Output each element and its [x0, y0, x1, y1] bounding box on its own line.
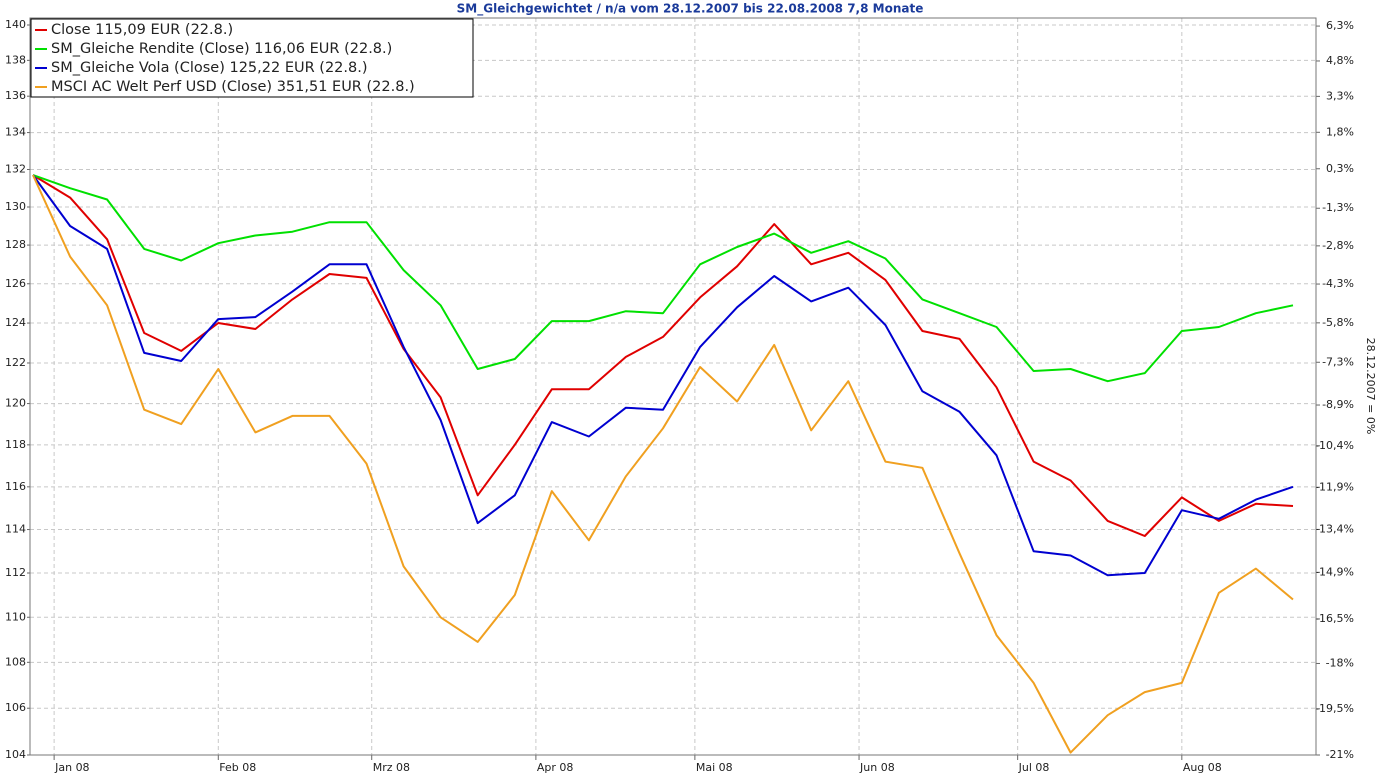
- chart-title: SM_Gleichgewichtet / n/a vom 28.12.2007 …: [457, 2, 924, 17]
- y2-tick-label: 6,3%: [1326, 19, 1354, 32]
- y2-tick-label: -8,9%: [1322, 398, 1354, 411]
- x-tick-label: Feb 08: [219, 761, 256, 774]
- plot-frame: [29, 17, 1317, 756]
- x-tick-label: Aug 08: [1183, 761, 1222, 774]
- y2-tick-label: 4,8%: [1326, 54, 1354, 67]
- y-tick-label: 128: [5, 238, 26, 251]
- x-tick-label: Mai 08: [696, 761, 733, 774]
- y2-tick-label: -5,8%: [1322, 316, 1354, 329]
- y-tick-label: 122: [5, 356, 26, 369]
- legend-label: SM_Gleiche Vola (Close) 125,22 EUR (22.8…: [51, 60, 368, 76]
- x-tick-label: Apr 08: [537, 761, 574, 774]
- y2-tick-label: -4,3%: [1322, 277, 1354, 290]
- y2-tick-label: 1,8%: [1326, 125, 1354, 138]
- y-tick-label: 108: [5, 655, 26, 668]
- y2-tick-label: -21%: [1326, 748, 1354, 761]
- y-tick-label: 138: [5, 53, 26, 66]
- y-tick-label: 126: [5, 277, 26, 290]
- y2-tick-label: -16,5%: [1315, 612, 1354, 625]
- y2-tick-label: -1,3%: [1322, 201, 1354, 214]
- y-tick-label: 134: [5, 126, 26, 139]
- legend-label: SM_Gleiche Rendite (Close) 116,06 EUR (2…: [51, 41, 392, 57]
- y-tick-label: 106: [5, 701, 26, 714]
- y-tick-label: 120: [5, 397, 26, 410]
- y2-tick-label: -2,8%: [1322, 239, 1354, 252]
- series-line: [32, 174, 1294, 577]
- legend: Close 115,09 EUR (22.8.) SM_Gleiche Rendi…: [30, 18, 474, 98]
- y-tick-label: 112: [5, 566, 26, 579]
- y2-tick-label: -14,9%: [1315, 565, 1354, 578]
- legend-label: Close 115,09 EUR (22.8.): [51, 22, 233, 38]
- y2-tick-label: -19,5%: [1315, 702, 1354, 715]
- legend-box: [30, 18, 474, 98]
- y-tick-label: 104: [5, 748, 26, 761]
- y2-tick-label: -11,9%: [1315, 480, 1354, 493]
- y-tick-label: 132: [5, 163, 26, 176]
- y2-tick-label: -13,4%: [1315, 522, 1354, 535]
- x-tick-label: Jan 08: [54, 761, 89, 774]
- y2-tick-label: 3,3%: [1326, 89, 1354, 102]
- y-tick-label: 110: [5, 610, 26, 623]
- y2-tick-label: -18%: [1326, 656, 1354, 669]
- series-line: [32, 174, 1294, 383]
- y2-tick-label: -7,3%: [1322, 355, 1354, 368]
- y-tick-label: 114: [5, 523, 26, 536]
- x-tick-label: Jul 08: [1018, 761, 1050, 774]
- y-tick-label: 118: [5, 438, 26, 451]
- y-tick-label: 130: [5, 200, 26, 213]
- y-tick-label: 140: [5, 18, 26, 31]
- x-tick-label: Jun 08: [859, 761, 895, 774]
- y2-axis-title: 28.12.2007 = 0%: [1364, 338, 1377, 435]
- x-tick-label: Mrz 08: [373, 761, 410, 774]
- legend-label: MSCI AC Welt Perf USD (Close) 351,51 EUR…: [51, 79, 415, 95]
- y-tick-label: 116: [5, 480, 26, 493]
- series-line: [32, 174, 1294, 754]
- y2-tick-label: -10,4%: [1315, 439, 1354, 452]
- series-line: [32, 174, 1294, 537]
- y-tick-label: 136: [5, 89, 26, 102]
- y2-tick-label: 0,3%: [1326, 162, 1354, 175]
- y-tick-label: 124: [5, 316, 26, 329]
